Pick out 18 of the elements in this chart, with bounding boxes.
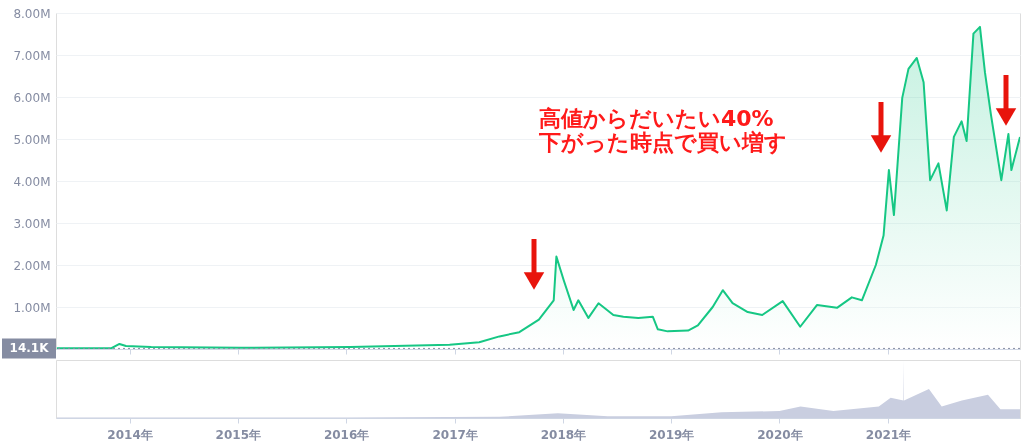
x-tick-label: 2015年 [215,427,262,441]
y-tick-label: 3.00M [13,216,51,231]
y-tick-label: 6.00M [13,90,51,105]
x-tick-label: 2017年 [432,427,478,441]
x-tick-label: 2020年 [757,427,803,441]
x-tick-label: 2018年 [540,427,587,441]
y-tick-label: 7.00M [13,48,51,63]
y-tick-label: 4.00M [13,174,51,189]
x-tick-label: 2021年 [865,427,912,441]
y-tick-label: 1.00M [13,300,51,315]
x-tick-label: 2016年 [323,427,370,441]
y-tick-label: 5.00M [13,132,51,147]
annotation: 高値からだいたい40% 下がった時点で買い増す [538,106,787,155]
x-tick-label: 2019年 [648,427,695,441]
x-tick-label: 2014年 [107,427,153,441]
y-tick-label: 8.00M [13,6,51,21]
y-tick-label: 2.00M [13,258,51,273]
ref-line-label: 14.1K [9,341,50,356]
